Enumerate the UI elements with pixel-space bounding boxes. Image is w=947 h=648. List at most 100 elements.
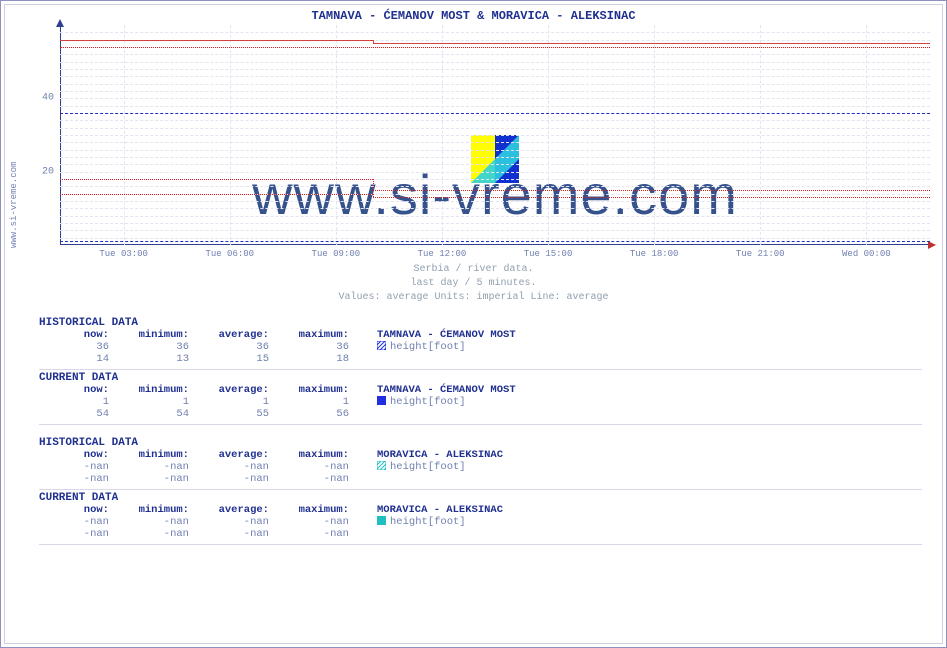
y-gridline <box>60 69 930 70</box>
legend-marker-icon <box>377 341 386 350</box>
chart-captions: Serbia / river data. last day / 5 minute… <box>5 263 942 305</box>
data-table: now:minimum:average:maximum:TAMNAVA - ĆE… <box>39 384 607 420</box>
row-label: height[foot] <box>359 396 607 408</box>
table-cell: -nan <box>39 473 119 485</box>
col-header: maximum: <box>279 384 359 396</box>
y-gridline <box>60 120 930 121</box>
table-cell: 14 <box>39 353 119 365</box>
table-cell: -nan <box>199 528 279 540</box>
table-cell: -nan <box>39 528 119 540</box>
row-label: height[foot] <box>359 341 607 353</box>
x-tick-label: Tue 09:00 <box>312 249 361 259</box>
y-gridline <box>60 157 930 158</box>
y-gridline <box>60 106 930 107</box>
table-cell: 1 <box>39 396 119 408</box>
series-segment <box>373 190 930 191</box>
station-name: MORAVICA - ALEKSINAC <box>359 449 607 461</box>
table-cell: -nan <box>119 516 199 528</box>
side-url-label: www.si-vreme.com <box>9 135 21 275</box>
divider <box>39 489 922 490</box>
legend-marker-icon <box>377 461 386 470</box>
table-cell: 36 <box>199 341 279 353</box>
divider <box>39 369 922 370</box>
x-tick-label: Wed 00:00 <box>842 249 891 259</box>
inner-frame: www.si-vreme.com TAMNAVA - ĆEMANOV MOST … <box>4 4 943 644</box>
y-gridline <box>60 172 930 173</box>
col-header: now: <box>39 504 119 516</box>
table-row: -nan-nan-nan-nanheight[foot] <box>39 516 607 528</box>
series-segment <box>60 179 373 180</box>
table-cell: -nan <box>199 461 279 473</box>
y-gridline <box>60 135 930 136</box>
data-table: now:minimum:average:maximum:MORAVICA - A… <box>39 504 607 540</box>
col-header: now: <box>39 449 119 461</box>
y-gridline <box>60 223 930 224</box>
series-line <box>60 241 930 242</box>
table-cell: 18 <box>279 353 359 365</box>
table-section-title: CURRENT DATA <box>39 492 922 504</box>
row-label <box>359 353 607 365</box>
row-label: height[foot] <box>359 516 607 528</box>
x-gridline <box>654 25 655 245</box>
col-header: average: <box>199 504 279 516</box>
col-header: minimum: <box>119 384 199 396</box>
table-row: -nan-nan-nan-nan <box>39 473 607 485</box>
table-cell: -nan <box>119 473 199 485</box>
table-row: -nan-nan-nan-nanheight[foot] <box>39 461 607 473</box>
col-header: now: <box>39 329 119 341</box>
col-header: now: <box>39 384 119 396</box>
table-cell: -nan <box>279 528 359 540</box>
series-segment <box>373 179 374 190</box>
y-gridline <box>60 230 930 231</box>
caption-line: last day / 5 minutes. <box>5 277 942 291</box>
x-tick-label: Tue 18:00 <box>630 249 679 259</box>
col-header: average: <box>199 449 279 461</box>
x-axis <box>60 244 930 245</box>
table-cell: 54 <box>119 408 199 420</box>
x-gridline <box>866 25 867 245</box>
caption-line: Values: average Units: imperial Line: av… <box>5 291 942 305</box>
col-header: minimum: <box>119 449 199 461</box>
col-header: minimum: <box>119 329 199 341</box>
table-cell: 55 <box>199 408 279 420</box>
table-row: 36363636height[foot] <box>39 341 607 353</box>
y-gridline <box>60 208 930 209</box>
col-header: minimum: <box>119 504 199 516</box>
col-header: maximum: <box>279 449 359 461</box>
y-tick-label: 40 <box>42 93 54 104</box>
x-gridline <box>336 25 337 245</box>
y-gridline <box>60 84 930 85</box>
series-segment <box>373 197 930 198</box>
table-cell: 13 <box>119 353 199 365</box>
table-cell: 54 <box>39 408 119 420</box>
divider <box>39 544 922 545</box>
table-cell: 36 <box>39 341 119 353</box>
col-header: average: <box>199 384 279 396</box>
y-gridline <box>60 238 930 239</box>
x-gridline <box>442 25 443 245</box>
table-cell: 56 <box>279 408 359 420</box>
legend-marker-icon <box>377 516 386 525</box>
y-gridline <box>60 150 930 151</box>
data-table: now:minimum:average:maximum:MORAVICA - A… <box>39 449 607 485</box>
station-name: TAMNAVA - ĆEMANOV MOST <box>359 384 607 396</box>
table-section-title: CURRENT DATA <box>39 372 922 384</box>
series-line <box>60 47 930 48</box>
table-cell: -nan <box>39 516 119 528</box>
table-cell: 36 <box>119 341 199 353</box>
table-cell: -nan <box>39 461 119 473</box>
table-row: -nan-nan-nan-nan <box>39 528 607 540</box>
y-gridline <box>60 54 930 55</box>
table-cell: -nan <box>279 461 359 473</box>
data-tables-region: HISTORICAL DATAnow:minimum:average:maxim… <box>39 315 922 547</box>
table-section-title: HISTORICAL DATA <box>39 317 922 329</box>
x-gridline <box>760 25 761 245</box>
x-gridline <box>230 25 231 245</box>
x-tick-label: Tue 21:00 <box>736 249 785 259</box>
table-cell: -nan <box>199 473 279 485</box>
y-gridline <box>60 201 930 202</box>
y-gridline <box>60 62 930 63</box>
table-cell: 15 <box>199 353 279 365</box>
table-cell: -nan <box>199 516 279 528</box>
row-label <box>359 473 607 485</box>
